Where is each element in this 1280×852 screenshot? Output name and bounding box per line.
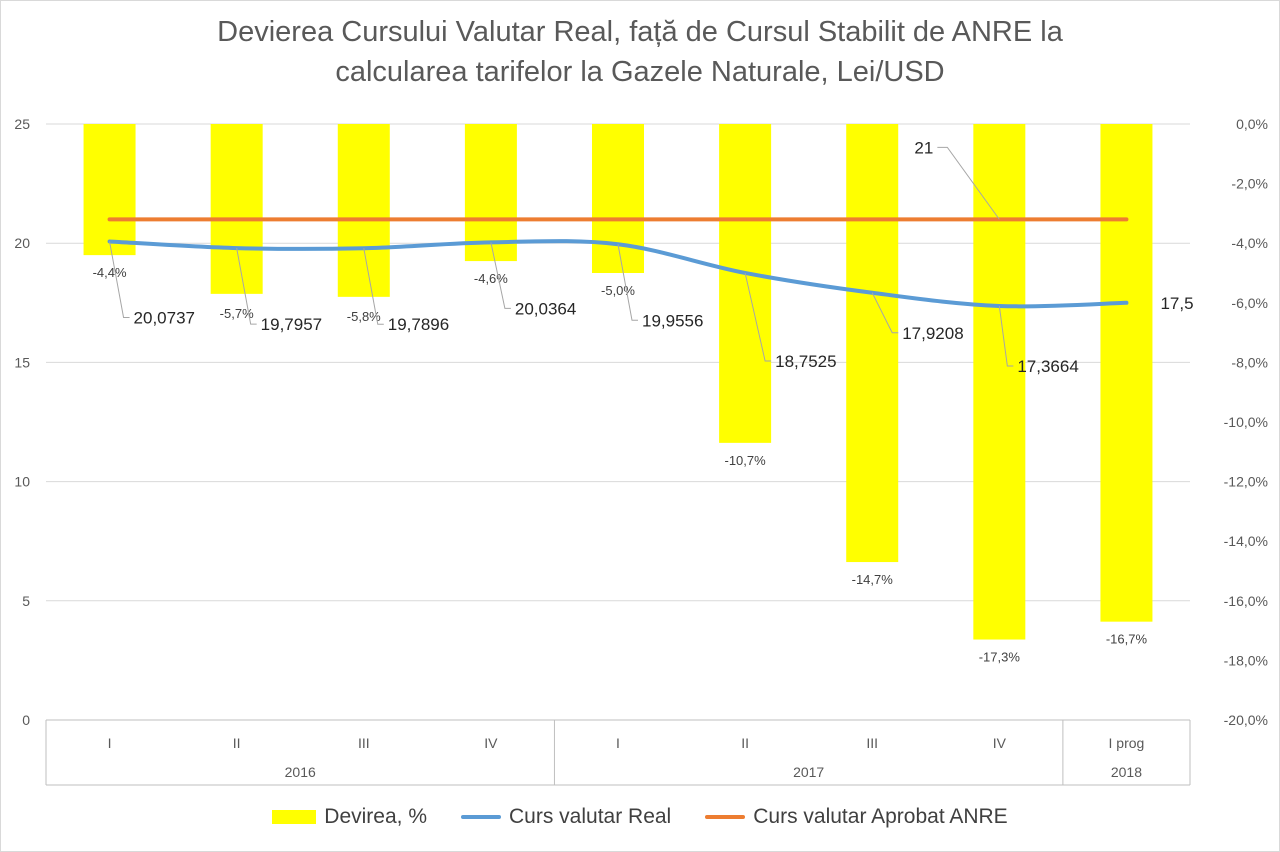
legend-label-real-rate: Curs valutar Real xyxy=(509,805,672,828)
y-right-tick-label: -4,0% xyxy=(1231,235,1268,251)
deviation-bar xyxy=(83,124,136,256)
y-right-tick-label: 0,0% xyxy=(1236,116,1268,132)
y-right-tick-label: -10,0% xyxy=(1224,414,1268,430)
y-left-tick-label: 0 xyxy=(22,712,30,728)
deviation-bar-label: -5,8% xyxy=(347,309,381,324)
real-rate-leader-line xyxy=(617,244,638,321)
real-rate-label: 19,7957 xyxy=(261,315,322,334)
y-right-tick-label: -20,0% xyxy=(1224,712,1268,728)
real-rate-label: 19,7896 xyxy=(388,315,449,334)
y-left-tick-label: 25 xyxy=(14,116,30,132)
x-tick-label: II xyxy=(233,735,241,751)
deviation-bar xyxy=(210,124,263,294)
y-right-tick-label: -8,0% xyxy=(1231,354,1268,370)
y-left-tick-label: 10 xyxy=(14,474,30,490)
y-right-tick-label: -12,0% xyxy=(1224,474,1268,490)
deviation-bar xyxy=(464,124,517,262)
real-rate-leader-line xyxy=(109,241,130,318)
deviation-bar xyxy=(1100,124,1153,622)
real-rate-label: 17,9208 xyxy=(902,324,963,343)
legend-swatch-anre-rate xyxy=(705,815,746,819)
real-rate-leader-line xyxy=(490,242,511,309)
deviation-bar-label: -5,0% xyxy=(601,283,635,298)
legend-swatch-real-rate xyxy=(461,815,501,819)
y-right-tick-label: -16,0% xyxy=(1224,593,1268,609)
real-rate-line xyxy=(107,239,1129,309)
legend-item-anre-rate[interactable]: Curs valutar Aprobat ANRE xyxy=(705,805,1008,829)
deviation-bar-label: -10,7% xyxy=(725,453,767,468)
deviation-bar xyxy=(846,124,899,563)
legend-label-anre-rate: Curs valutar Aprobat ANRE xyxy=(753,805,1008,828)
real-rate-leader-line xyxy=(871,292,899,334)
x-tick-label: I prog xyxy=(1109,735,1145,751)
y-left-tick-label: 5 xyxy=(22,593,30,609)
real-rate-label: 19,9556 xyxy=(642,311,703,330)
real-rate-label: 17,5 xyxy=(1160,294,1193,313)
deviation-bar-label: -4,4% xyxy=(93,265,127,280)
legend-swatch-deviation xyxy=(272,810,317,824)
deviation-bar-label: -16,7% xyxy=(1106,632,1148,647)
real-rate-leader-line xyxy=(998,305,1014,367)
deviation-bar xyxy=(337,124,390,297)
real-rate-leader-line xyxy=(744,272,772,362)
x-tick-label: IV xyxy=(484,735,498,751)
x-tick-label: II xyxy=(741,735,749,751)
anre-rate-label: 21 xyxy=(914,138,933,157)
x-tick-label: III xyxy=(358,735,370,751)
x-tick-label: IV xyxy=(993,735,1007,751)
anre-leader-line xyxy=(937,146,1000,220)
deviation-bar xyxy=(719,124,772,443)
chart-title-line-1: Devierea Cursului Valutar Real, față de … xyxy=(217,16,1063,48)
x-group-label: 2017 xyxy=(793,764,824,780)
deviation-bar xyxy=(592,124,644,273)
legend-item-deviation[interactable]: Devirea, % xyxy=(272,805,427,829)
chart-title-line-2: calcularea tarifelor la Gazele Naturale,… xyxy=(335,56,945,88)
x-group-label: 2018 xyxy=(1111,764,1142,780)
y-right-tick-label: -18,0% xyxy=(1224,652,1268,668)
y-left-tick-label: 20 xyxy=(14,235,30,251)
y-right-tick-label: -6,0% xyxy=(1231,295,1268,311)
legend-item-real-rate[interactable]: Curs valutar Real xyxy=(461,805,671,829)
deviation-bar xyxy=(973,124,1026,640)
x-tick-label: III xyxy=(866,735,878,751)
deviation-bar-label: -14,7% xyxy=(852,572,894,587)
chart-legend: Devirea, % Curs valutar Real Curs valuta… xyxy=(0,802,1280,832)
x-tick-label: I xyxy=(108,735,112,751)
real-rate-label: 20,0737 xyxy=(134,308,195,327)
y-right-tick-label: -14,0% xyxy=(1224,533,1268,549)
y-left-tick-label: 15 xyxy=(14,354,30,370)
x-tick-label: I xyxy=(616,735,620,751)
real-rate-leader-line xyxy=(363,248,384,325)
real-rate-label: 17,3664 xyxy=(1017,357,1078,376)
y-right-tick-label: -2,0% xyxy=(1231,176,1268,192)
real-rate-label: 18,7525 xyxy=(775,352,836,371)
real-rate-label: 20,0364 xyxy=(515,299,576,318)
real-rate-leader-line xyxy=(236,247,257,325)
deviation-bar-label: -4,6% xyxy=(474,271,508,286)
chart-title: Devierea Cursului Valutar Real, față de … xyxy=(0,12,1280,92)
deviation-bar-label: -5,7% xyxy=(220,306,254,321)
deviation-bar-label: -17,3% xyxy=(979,650,1021,665)
x-group-label: 2016 xyxy=(285,764,316,780)
legend-label-deviation: Devirea, % xyxy=(324,805,427,828)
